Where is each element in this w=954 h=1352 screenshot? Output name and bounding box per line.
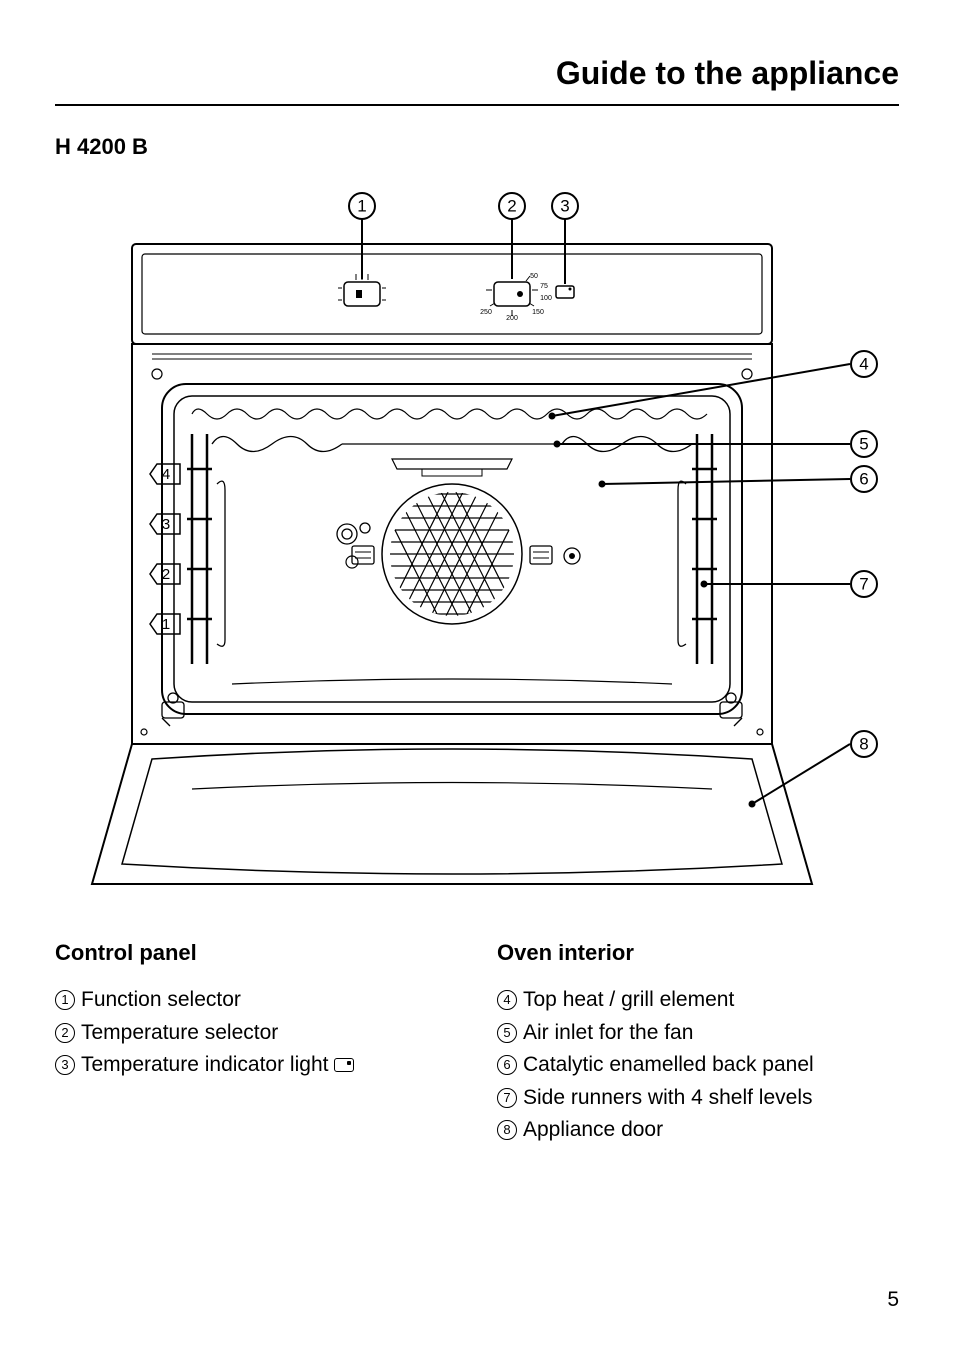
oven-svg: 50 75 100 150 200 250 xyxy=(62,184,892,904)
legend-right-title: Oven interior xyxy=(497,940,899,966)
legend: Control panel 1 Function selector 2 Temp… xyxy=(55,940,899,1147)
legend-number-icon: 3 xyxy=(55,1055,75,1075)
svg-text:1: 1 xyxy=(162,616,170,633)
legend-item: 5 Air inlet for the fan xyxy=(497,1017,899,1050)
legend-text: Temperature selector xyxy=(81,1017,278,1050)
legend-number-icon: 8 xyxy=(497,1120,517,1140)
svg-text:6: 6 xyxy=(859,470,868,489)
legend-number-icon: 6 xyxy=(497,1055,517,1075)
appliance-diagram: 50 75 100 150 200 250 xyxy=(55,184,899,904)
svg-text:1: 1 xyxy=(357,197,366,216)
page-header: Guide to the appliance xyxy=(55,55,899,106)
page-number: 5 xyxy=(887,1288,899,1312)
legend-text: Air inlet for the fan xyxy=(523,1017,693,1050)
legend-text: Temperature indicator light xyxy=(81,1049,328,1082)
svg-text:3: 3 xyxy=(162,516,170,533)
model-number: H 4200 B xyxy=(55,134,899,160)
svg-text:200: 200 xyxy=(506,315,518,322)
legend-item: 3 Temperature indicator light xyxy=(55,1049,457,1082)
svg-text:4: 4 xyxy=(859,355,868,374)
legend-text: Catalytic enamelled back panel xyxy=(523,1049,814,1082)
svg-text:2: 2 xyxy=(162,566,170,583)
legend-number-icon: 7 xyxy=(497,1088,517,1108)
svg-text:8: 8 xyxy=(859,735,868,754)
indicator-light-icon xyxy=(334,1058,354,1072)
legend-right-column: Oven interior 4 Top heat / grill element… xyxy=(497,940,899,1147)
legend-item: 4 Top heat / grill element xyxy=(497,984,899,1017)
legend-left-column: Control panel 1 Function selector 2 Temp… xyxy=(55,940,457,1147)
svg-text:2: 2 xyxy=(507,197,516,216)
svg-text:4: 4 xyxy=(162,466,170,483)
legend-number-icon: 4 xyxy=(497,990,517,1010)
legend-text: Top heat / grill element xyxy=(523,984,734,1017)
legend-number-icon: 5 xyxy=(497,1023,517,1043)
svg-text:75: 75 xyxy=(540,283,548,290)
svg-text:150: 150 xyxy=(532,309,544,316)
legend-number-icon: 2 xyxy=(55,1023,75,1043)
legend-item: 7 Side runners with 4 shelf levels xyxy=(497,1082,899,1115)
legend-number-icon: 1 xyxy=(55,990,75,1010)
svg-text:50: 50 xyxy=(530,273,538,280)
legend-item: 8 Appliance door xyxy=(497,1114,899,1147)
legend-item: 1 Function selector xyxy=(55,984,457,1017)
legend-left-title: Control panel xyxy=(55,940,457,966)
svg-text:5: 5 xyxy=(859,435,868,454)
svg-text:3: 3 xyxy=(560,197,569,216)
legend-item: 6 Catalytic enamelled back panel xyxy=(497,1049,899,1082)
svg-text:100: 100 xyxy=(540,295,552,302)
legend-item: 2 Temperature selector xyxy=(55,1017,457,1050)
legend-text: Appliance door xyxy=(523,1114,663,1147)
legend-text: Side runners with 4 shelf levels xyxy=(523,1082,812,1115)
svg-text:7: 7 xyxy=(859,575,868,594)
svg-text:250: 250 xyxy=(480,309,492,316)
legend-text: Function selector xyxy=(81,984,241,1017)
